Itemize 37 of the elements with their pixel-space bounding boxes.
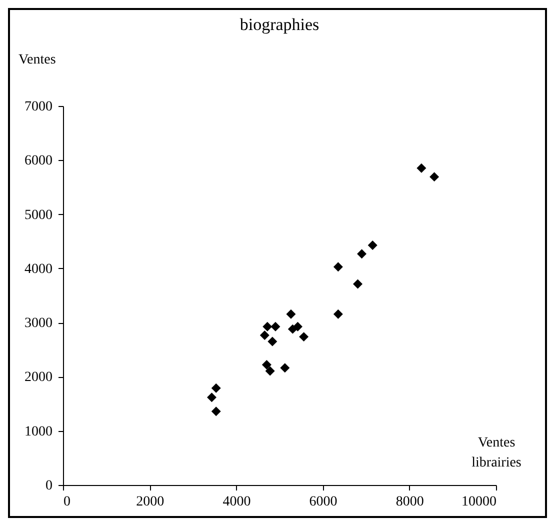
- x-tick-label: 0: [64, 494, 70, 510]
- point: [333, 309, 343, 319]
- point: [333, 262, 343, 272]
- chart-title: biographies: [240, 15, 320, 34]
- point: [262, 322, 272, 332]
- point: [353, 279, 362, 289]
- point: [416, 163, 426, 173]
- point: [211, 406, 221, 416]
- point: [262, 360, 272, 370]
- x-tick-label: 6000: [309, 494, 338, 510]
- point: [260, 330, 270, 340]
- y-tick-label: 3000: [24, 316, 52, 332]
- point: [368, 240, 378, 250]
- x-tick-label: 2000: [136, 494, 164, 510]
- point: [206, 392, 216, 402]
- y-tick-label: 2000: [24, 370, 52, 386]
- point: [265, 366, 275, 376]
- x-axis-title: Ventes librairies: [472, 436, 522, 470]
- y-tick-label: 6000: [24, 154, 52, 169]
- point: [357, 249, 367, 259]
- y-tick-label: 4000: [24, 262, 52, 277]
- y-tick-label: 1000: [24, 424, 52, 440]
- y-tick-label: 7000: [24, 100, 52, 114]
- y-tick-label: 5000: [24, 208, 52, 223]
- point: [292, 322, 302, 332]
- point: [299, 332, 309, 342]
- point: [280, 363, 290, 373]
- x-tick-label: 4000: [222, 494, 251, 510]
- x-tick-label: 8000: [396, 494, 424, 510]
- point: [430, 172, 440, 182]
- point: [286, 309, 296, 319]
- point: [268, 336, 278, 346]
- point: [270, 322, 280, 332]
- x-tick-label: 10000: [462, 494, 496, 510]
- point: [211, 383, 221, 393]
- y-axis-title: Ventes: [18, 52, 56, 68]
- y-tick-label: 0: [46, 478, 52, 494]
